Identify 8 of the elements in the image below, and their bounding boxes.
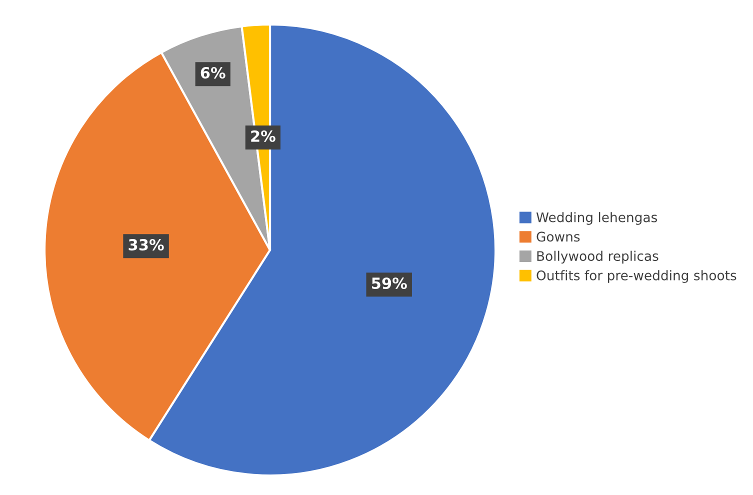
data-label: 6% (200, 67, 226, 79)
legend-label: Wedding lehengas (536, 212, 658, 225)
legend-label: Bollywood replicas (537, 250, 658, 264)
data-label: 33% (128, 238, 164, 251)
legend-label: Outfits for pre-wedding shoots (536, 270, 736, 283)
data-label: 2% (251, 130, 276, 142)
data-label: 59% (372, 277, 407, 290)
legend-label: Gowns (536, 232, 580, 242)
